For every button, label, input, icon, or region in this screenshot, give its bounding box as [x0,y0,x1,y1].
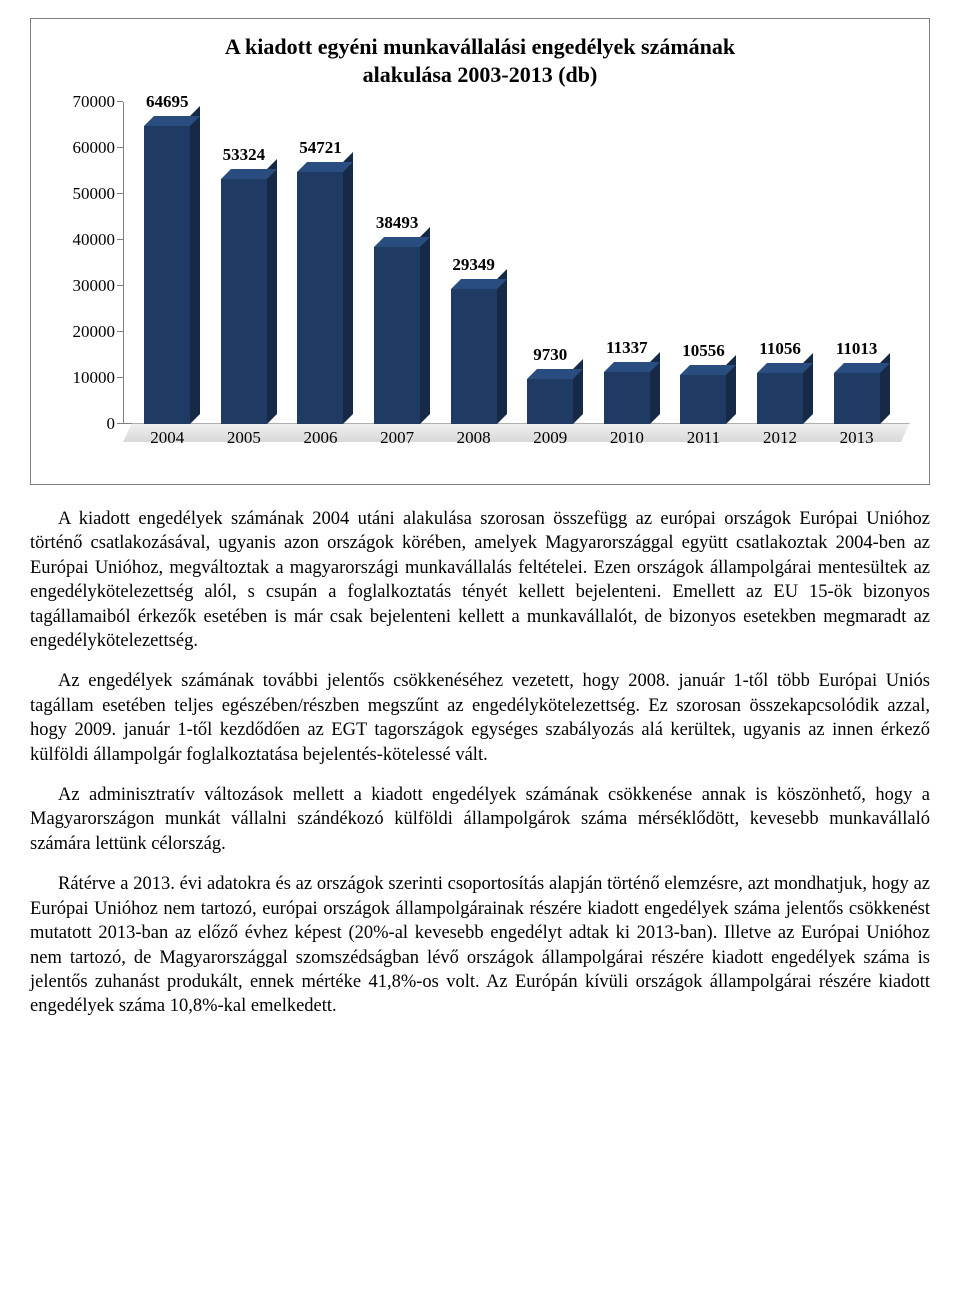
bar-side [343,152,353,424]
bar-value-label: 11337 [606,338,648,358]
bar-value-label: 38493 [376,213,419,233]
bar-value-label: 11013 [836,339,878,359]
bar-slot: 547212006 [282,102,359,424]
chart-plot-area: 6469520045332420055472120063849320072934… [123,102,901,442]
y-tick-label: 70000 [73,92,116,112]
bar-side [267,159,277,424]
bar-front [297,172,343,424]
y-tick-mark [117,239,123,240]
bar-front [604,372,650,424]
x-category-label: 2013 [840,428,874,448]
y-tick-mark [117,101,123,102]
bar: 29349 [451,289,497,424]
bar: 11013 [834,373,880,424]
bar: 11056 [757,373,803,424]
bar-slot: 110132013 [818,102,895,424]
x-category-label: 2010 [610,428,644,448]
bar-top [451,279,507,289]
bar-value-label: 10556 [682,341,725,361]
bar-front [757,373,803,424]
chart-title-line2: alakulása 2003-2013 (db) [363,62,598,87]
body-text: A kiadott engedélyek számának 2004 utáni… [30,507,930,1019]
y-tick-label: 60000 [73,138,116,158]
chart-title: A kiadott egyéni munkavállalási engedély… [49,33,911,88]
bar-side [497,269,507,424]
bar-top [221,169,277,179]
y-tick-mark [117,331,123,332]
y-tick-label: 0 [107,414,116,434]
y-tick-label: 10000 [73,368,116,388]
bar-slot: 384932007 [359,102,436,424]
bar: 10556 [680,375,726,424]
y-tick-label: 20000 [73,322,116,342]
bar-value-label: 64695 [146,92,189,112]
y-tick-label: 50000 [73,184,116,204]
chart-title-line1: A kiadott egyéni munkavállalási engedély… [225,34,735,59]
bar-slot: 110562012 [742,102,819,424]
y-tick-mark [117,377,123,378]
bar-front [451,289,497,424]
x-category-label: 2012 [763,428,797,448]
x-category-label: 2005 [227,428,261,448]
x-category-label: 2009 [533,428,567,448]
bar: 64695 [144,126,190,424]
x-category-label: 2006 [303,428,337,448]
x-category-label: 2011 [687,428,720,448]
bar-front [144,126,190,424]
y-tick-mark [117,147,123,148]
bar-side [190,106,200,424]
bar-front [527,379,573,424]
bar-slot: 105562011 [665,102,742,424]
bar-slot: 97302009 [512,102,589,424]
paragraph-3: Az adminisztratív változások mellett a k… [30,783,930,856]
bar-side [420,227,430,424]
chart-bars: 6469520045332420055472120063849320072934… [123,102,901,424]
paragraph-4: Rátérve a 2013. évi adatokra és az orszá… [30,872,930,1018]
bar-front [680,375,726,424]
y-tick-label: 40000 [73,230,116,250]
bar: 53324 [221,179,267,424]
bar-top [604,362,660,372]
y-tick-mark [117,423,123,424]
bar-value-label: 29349 [452,255,495,275]
y-tick-label: 30000 [73,276,116,296]
bar-value-label: 11056 [759,339,801,359]
bar-slot: 293492008 [435,102,512,424]
paragraph-1: A kiadott engedélyek számának 2004 utáni… [30,507,930,653]
bar-front [221,179,267,424]
x-category-label: 2007 [380,428,414,448]
bar-value-label: 53324 [223,145,266,165]
bar: 9730 [527,379,573,424]
bar-value-label: 54721 [299,138,342,158]
bar-value-label: 9730 [533,345,567,365]
bar-slot: 113372010 [589,102,666,424]
paragraph-2: Az engedélyek számának további jelentős … [30,669,930,767]
chart-container: A kiadott egyéni munkavállalási engedély… [30,18,930,485]
bar-front [834,373,880,424]
y-tick-mark [117,193,123,194]
bar-slot: 533242005 [206,102,283,424]
bar: 38493 [374,247,420,424]
x-category-label: 2008 [457,428,491,448]
y-tick-mark [117,285,123,286]
bar-front [374,247,420,424]
bar-slot: 646952004 [129,102,206,424]
bar: 54721 [297,172,343,424]
bar: 11337 [604,372,650,424]
x-category-label: 2004 [150,428,184,448]
